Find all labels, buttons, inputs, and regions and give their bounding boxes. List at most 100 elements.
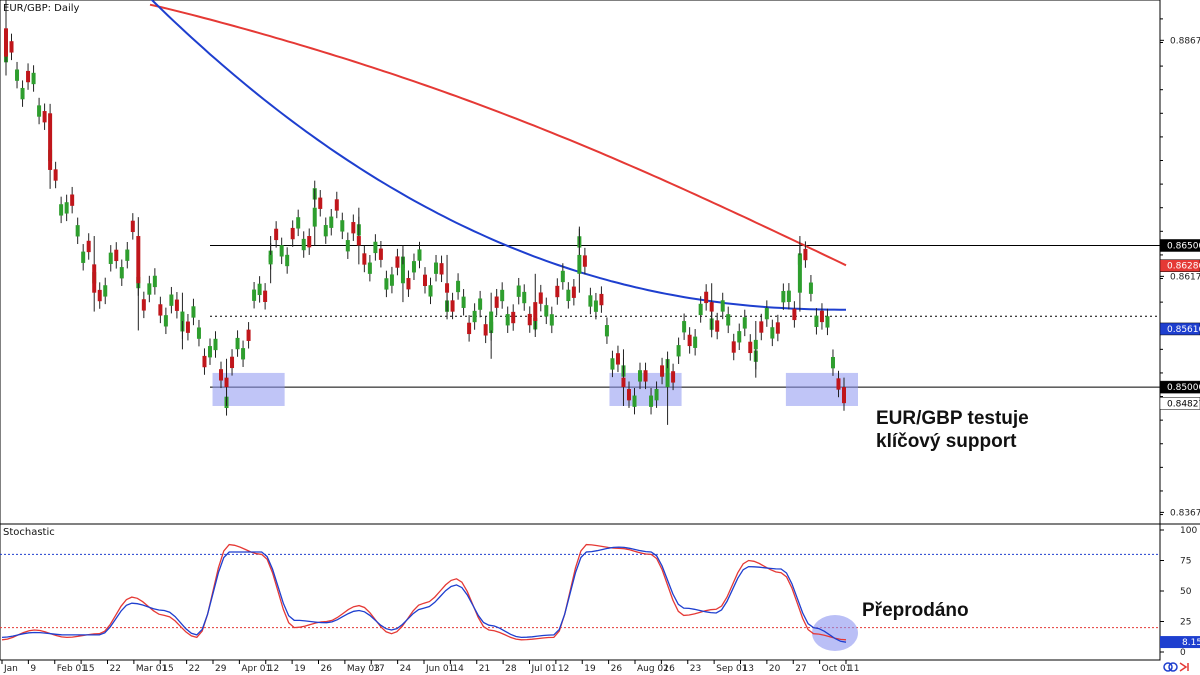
candle-body (219, 369, 224, 381)
candle-body (196, 327, 201, 339)
stoch-tick-label: 50 (1180, 587, 1192, 597)
candle-body (274, 228, 279, 241)
candle-body (81, 251, 86, 263)
candle-body (86, 240, 91, 253)
price-badge-label: 0.86286 (1167, 262, 1200, 272)
candle-body (632, 395, 637, 407)
candle-body (312, 207, 317, 227)
candle-body (687, 334, 692, 347)
time-tick-label: 26 (611, 664, 623, 674)
candle-body (202, 355, 207, 368)
candle-body (571, 286, 576, 298)
candle-body (434, 262, 439, 274)
chart-title: EUR/GBP: Daily (3, 3, 80, 14)
candle-body (235, 337, 240, 350)
candle-body (621, 377, 626, 388)
candle-body (803, 248, 808, 261)
time-tick-label: Sep 01 (716, 664, 747, 674)
stochastic-lines (1, 543, 847, 643)
candle-body (351, 222, 356, 234)
candle-body (527, 313, 532, 326)
moving-averages (149, 0, 847, 311)
candle-body (533, 302, 538, 322)
time-tick-label: Aug 02 (637, 664, 669, 674)
scroll-to-end-icon[interactable] (1179, 662, 1189, 672)
time-tick-label: 12 (268, 664, 279, 674)
link-icon[interactable] (1163, 662, 1178, 672)
candle-body (180, 311, 185, 322)
ma-blue-line (150, 0, 846, 311)
candle-body (362, 253, 367, 265)
candle-body (329, 216, 334, 228)
candle-body (764, 307, 769, 320)
time-tick-label: 14 (452, 664, 464, 674)
price-badge (1159, 239, 1200, 252)
candle-body (709, 302, 714, 312)
candle-body (224, 377, 229, 388)
candle-body (334, 199, 339, 211)
stoch-tick-label: 75 (1180, 557, 1191, 567)
chart-frame (0, 0, 1161, 661)
candle-body (660, 365, 665, 377)
candle-body (158, 304, 163, 316)
candle-body (786, 290, 791, 302)
candle-body (676, 345, 681, 357)
candle-body (75, 225, 80, 237)
candle-body (500, 289, 505, 302)
candle-body (42, 111, 47, 123)
candle-body (494, 296, 499, 308)
candle-body (775, 322, 780, 334)
candle-body (174, 299, 179, 311)
candle-body (604, 325, 609, 337)
candle-body (643, 370, 648, 382)
candle-body (726, 314, 731, 326)
support-highlight-box (785, 372, 858, 406)
time-tick-label: 26 (321, 664, 333, 674)
candle-body (577, 254, 582, 274)
price-badge (1159, 259, 1200, 272)
candle-body (400, 264, 405, 284)
candle-body (301, 238, 306, 251)
time-tick-label: Oct 01 (822, 664, 852, 674)
stoch-tick-label: 25 (1180, 618, 1191, 628)
time-tick-label: 15 (162, 664, 173, 674)
candle-body (566, 289, 571, 302)
candle-body (599, 293, 604, 306)
price-badge (1159, 397, 1200, 410)
candle-body (682, 321, 687, 333)
time-tick-label: 28 (505, 664, 517, 674)
candle-body (125, 249, 130, 261)
candle-body (615, 353, 620, 365)
stoch-k-line (1, 543, 847, 641)
stoch-tick-label: 0 (1180, 648, 1186, 658)
candle-body (704, 291, 709, 304)
candle-body (836, 378, 841, 390)
candle-body (345, 240, 350, 252)
candle-body (549, 314, 554, 326)
candle-body (130, 220, 135, 233)
candle-body (279, 245, 284, 257)
candle-body (654, 389, 659, 401)
candle-body (417, 249, 422, 261)
time-tick-label: 22 (189, 664, 200, 674)
candle-body (4, 28, 8, 57)
candle-body (671, 371, 676, 383)
candle-body (610, 358, 615, 370)
price-axis: 0.88673 0.86173 0.83673 (1160, 18, 1200, 518)
time-tick-label: Jun 01 (425, 664, 454, 674)
candle-body (544, 305, 549, 317)
candle-body (748, 341, 753, 354)
time-tick-label: 24 (400, 664, 412, 674)
candle-body (318, 197, 323, 209)
price-tick-label: 0.86173 (1170, 272, 1200, 282)
candle-body (593, 300, 598, 312)
candle-body (698, 303, 703, 316)
price-badge-label: 0.85616 (1167, 325, 1200, 335)
time-tick-label: 9 (30, 664, 36, 674)
candle-body (792, 308, 797, 321)
candle-body (9, 41, 14, 53)
